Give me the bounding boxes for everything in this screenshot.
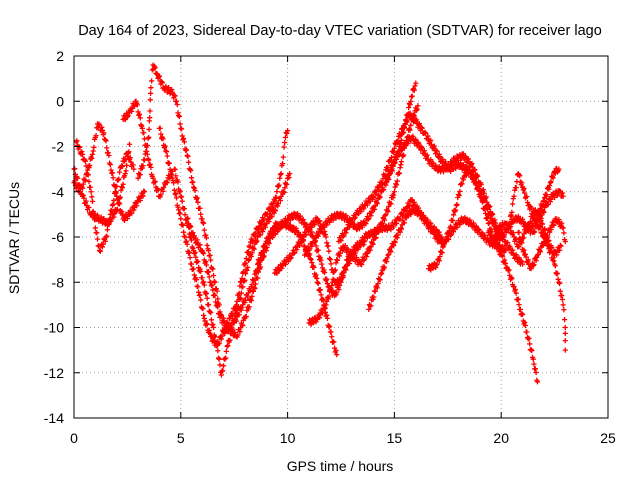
y-tick-label: 0	[56, 93, 64, 109]
x-tick-label: 10	[280, 430, 296, 446]
x-tick-label: 0	[70, 430, 78, 446]
series-track-3	[73, 138, 137, 254]
data-point-markers	[302, 80, 419, 258]
y-tick-label: -14	[44, 410, 64, 426]
data-point-markers	[383, 133, 526, 267]
x-tick-label: 25	[600, 430, 616, 446]
chart-title: Day 164 of 2023, Sidereal Day-to-day VTE…	[78, 23, 602, 39]
y-tick-label: 2	[56, 48, 64, 64]
y-axis-label: SDTVAR / TECUs	[6, 182, 22, 294]
tick-labels: 0 5 10 15 20 25 -14 -12 -10 -8 -6 -4 -2 0 2	[44, 48, 616, 446]
x-tick-label: 5	[177, 430, 185, 446]
y-tick-label: -12	[44, 365, 64, 381]
series-track-7	[171, 166, 280, 378]
x-tick-label: 15	[387, 430, 403, 446]
data-series	[71, 62, 568, 385]
y-tick-label: -10	[44, 320, 64, 336]
y-tick-label: -6	[52, 229, 65, 245]
series-track-15	[383, 133, 526, 267]
y-tick-label: -8	[52, 274, 65, 290]
data-point-markers	[73, 138, 137, 254]
data-point-markers	[171, 166, 280, 378]
series-track-2	[71, 121, 148, 224]
y-tick-label: -2	[52, 139, 65, 155]
series-track-16	[425, 166, 541, 385]
series-track-21	[515, 216, 568, 272]
data-point-markers	[255, 218, 340, 358]
x-tick-label: 20	[493, 430, 509, 446]
series-track-20	[528, 165, 562, 231]
x-axis-label: GPS time / hours	[287, 458, 394, 474]
data-point-markers	[528, 165, 562, 231]
series-track-4	[120, 98, 175, 200]
data-point-markers	[120, 98, 175, 200]
series-track-9	[255, 218, 340, 358]
data-point-markers	[515, 216, 568, 272]
data-point-markers	[71, 121, 148, 224]
axis-ticks	[73, 55, 609, 419]
data-point-markers	[425, 166, 541, 385]
y-tick-label: -4	[52, 184, 65, 200]
series-track-11	[302, 80, 419, 258]
